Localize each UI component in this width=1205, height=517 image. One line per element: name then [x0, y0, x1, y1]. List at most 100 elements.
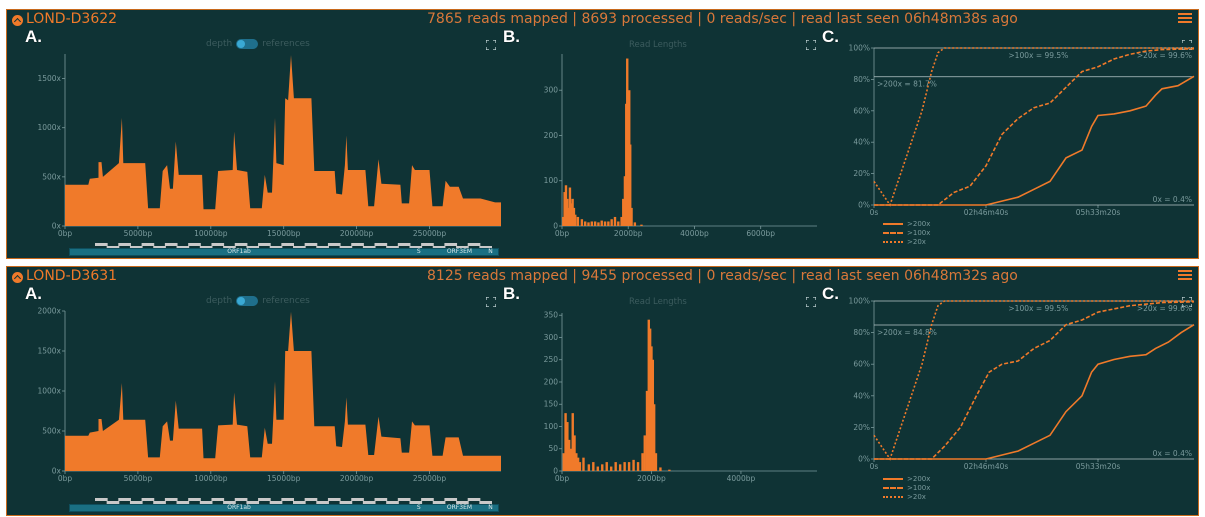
expand-read-lengths-icon[interactable]	[806, 40, 816, 50]
amplicon-block	[164, 243, 178, 246]
amplicon-block	[374, 498, 388, 501]
amplicon-block	[432, 501, 446, 504]
x-tick-label: 05h33m20s	[1076, 462, 1121, 471]
amplicon-block	[281, 498, 294, 501]
legend-label: >20x	[907, 238, 926, 246]
annotation-100x: >100x = 99.5%	[1008, 51, 1068, 60]
x-tick-label: 5000bp	[124, 474, 153, 483]
gene-orf3em[interactable]: ORF3EM	[446, 504, 473, 511]
y-tick-label: 80%	[853, 328, 870, 337]
amplicon-block	[269, 246, 283, 249]
histogram-bar	[629, 144, 632, 226]
annotation-200x: >200x = 81.7%	[877, 80, 937, 89]
legend-label: >100x	[907, 229, 931, 237]
expand-depth-icon[interactable]	[486, 297, 496, 307]
amplicon-block	[327, 498, 341, 501]
amplicon-block	[164, 498, 178, 501]
histogram-bar	[578, 462, 582, 471]
amplicon-block	[129, 501, 143, 504]
histogram-bar	[623, 462, 626, 471]
x-tick-label: 0bp	[58, 474, 73, 483]
legend-item: >200x	[883, 220, 930, 229]
gene-s[interactable]: S	[416, 248, 421, 255]
amplicon-block	[339, 501, 353, 504]
depth-references-toggle[interactable]: depth references	[206, 39, 310, 51]
legend-item: >100x	[883, 229, 930, 238]
histogram-bar	[633, 222, 637, 226]
gene-n[interactable]: N	[488, 248, 493, 255]
legend-item: >200x	[883, 475, 930, 484]
x-tick-label: 2000bp	[637, 474, 666, 483]
histogram-bar	[641, 453, 644, 471]
histogram-bar	[636, 462, 640, 471]
y-tick-label: 0x	[52, 222, 62, 231]
annotation-20x: >20x = 99.6%	[1137, 304, 1192, 313]
histogram-bar	[643, 435, 646, 471]
histogram-bar	[583, 221, 587, 226]
menu-icon[interactable]	[1178, 13, 1192, 25]
amplicon-block	[199, 501, 213, 504]
histogram-bar	[652, 404, 656, 471]
gene-n[interactable]: N	[488, 504, 493, 511]
histogram-bar	[592, 462, 595, 471]
toggle-label-depth: depth	[206, 296, 233, 306]
histogram-bar	[580, 219, 584, 226]
amplicon-block	[456, 246, 469, 249]
menu-icon[interactable]	[1178, 270, 1192, 282]
legend-swatch	[883, 496, 903, 498]
depth-area	[65, 55, 501, 226]
collapse-icon[interactable]	[12, 272, 23, 283]
sample-panel: LOND-D3622 7865 reads mapped | 8693 proc…	[6, 9, 1199, 259]
gene-orf3em[interactable]: ORF3EM	[446, 248, 473, 255]
depth-chart: 0x 500x 1000x 1500x 0bp 5000bp 10000bp 15000bp 2…	[37, 54, 501, 238]
histogram-bar	[601, 464, 604, 471]
amplicon-block	[281, 243, 294, 246]
y-tick-label: 0%	[858, 201, 870, 210]
series-100x	[874, 301, 1195, 460]
coverage-chart: 0% 20% 40% 60% 80% 100% 0s 02h46m40s 05h33m20s >2…	[849, 44, 1195, 217]
amplicon-block	[397, 243, 411, 246]
histogram-bar	[650, 346, 653, 471]
amplicon-block	[234, 498, 248, 501]
histogram-bar	[571, 198, 574, 226]
read-lengths-title: Read Lengths	[629, 40, 687, 50]
histogram-bar	[605, 462, 608, 471]
amplicon-block	[362, 501, 376, 504]
series-20x	[873, 47, 1194, 207]
gene-s[interactable]: S	[416, 504, 421, 511]
annotation-100x: >100x = 99.5%	[1008, 304, 1068, 313]
amplicon-block	[444, 498, 458, 501]
toggle-switch[interactable]	[236, 39, 259, 49]
gene-orf1ab[interactable]: ORF1ab	[227, 504, 251, 511]
x-tick-label: 10000bp	[194, 229, 228, 238]
amplicon-strip	[65, 235, 501, 249]
expand-read-lengths-icon[interactable]	[806, 297, 816, 307]
read-lengths-title: Read Lengths	[629, 297, 687, 307]
histogram-bar	[568, 187, 572, 226]
x-tick-label: 4000bp	[727, 474, 756, 483]
histogram-bar	[610, 219, 613, 226]
toggle-switch[interactable]	[236, 296, 259, 306]
amplicon-block	[339, 246, 353, 249]
x-tick-label: 2000bp	[614, 229, 643, 238]
panel-label-b: B.	[503, 284, 520, 303]
histogram-bar	[607, 221, 610, 226]
histogram-bar	[620, 216, 623, 226]
y-tick-label: 20%	[853, 169, 870, 178]
expand-depth-icon[interactable]	[486, 40, 496, 50]
histogram-bar	[566, 422, 569, 471]
legend-item: >100x	[883, 484, 930, 493]
y-tick-label: 100%	[849, 297, 870, 306]
histogram-bar	[627, 462, 631, 471]
depth-references-toggle[interactable]: depth references	[206, 296, 310, 308]
collapse-icon[interactable]	[12, 15, 23, 26]
amplicon-block	[432, 246, 446, 249]
amplicon-block	[467, 243, 481, 246]
histogram-bar	[596, 466, 599, 471]
amplicon-block	[223, 246, 236, 249]
amplicon-block	[421, 243, 434, 246]
gene-orf1ab[interactable]: ORF1ab	[227, 248, 251, 255]
amplicon-block	[211, 243, 225, 246]
histogram-bar	[610, 466, 613, 471]
y-tick-label: 80%	[853, 75, 870, 84]
